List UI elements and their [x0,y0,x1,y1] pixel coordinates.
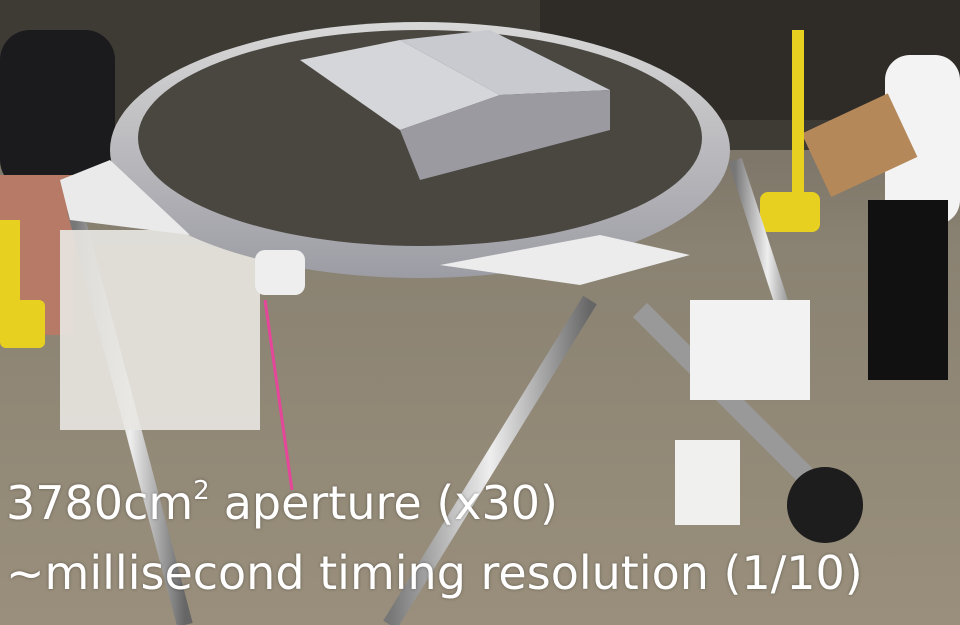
yellow-base [0,300,45,348]
photo: 3780cm2aperture (x30) ~millisecond timin… [0,0,960,625]
caption-text: aperture (x30) [224,476,558,530]
scene [0,0,960,625]
yellow-post-right [792,30,804,200]
cover [60,230,260,430]
caption-text: ~millisecond timing resolution (1/10) [6,546,863,600]
person-right-legs [868,200,948,380]
collimator [255,250,305,295]
foam [675,440,740,525]
yellow-base-right [760,192,820,232]
detector [787,467,863,543]
caption-superscript: 2 [193,476,210,506]
foam [690,300,810,400]
caption-text: 3780cm [6,476,193,530]
caption-line: ~millisecond timing resolution (1/10) [6,550,863,596]
